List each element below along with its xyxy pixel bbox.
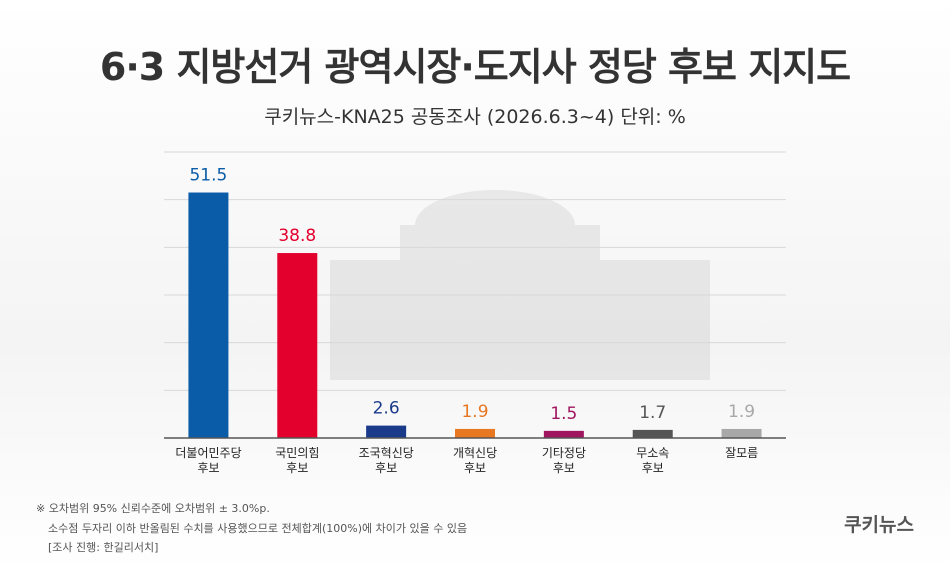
footnote: 소수점 두자리 이하 반올림된 수치를 사용했으므로 전체합계(100%)에 차… (48, 522, 468, 535)
footnote: [조사 진행: 한길리서치] (48, 541, 159, 554)
bar (366, 425, 407, 438)
x-tick-label: 국민의힘 후보 (275, 446, 320, 475)
bar (543, 430, 584, 438)
x-tick-label: 무소속 후보 (636, 446, 670, 475)
bar (277, 253, 318, 438)
logo: 쿠키뉴스 (844, 514, 914, 536)
value-label: 2.6 (373, 399, 400, 419)
footnote: ※ 오차범위 95% 신뢰수준에 오차범위 ± 3.0%p. (36, 502, 270, 515)
chart-subtitle: 쿠키뉴스-KNA25 공동조사 (2026.6.3~4) 단위: % (264, 106, 686, 128)
value-label: 51.5 (189, 166, 227, 186)
x-tick-label: 잘모름 (725, 446, 759, 460)
x-tick-label: 기타정당 후보 (541, 446, 586, 475)
value-label: 38.8 (278, 226, 316, 246)
bar (721, 428, 762, 438)
building (330, 190, 710, 380)
bar (188, 192, 229, 438)
x-tick-label: 더불어민주당 후보 (175, 446, 242, 475)
value-label: 1.9 (461, 402, 488, 422)
value-label: 1.9 (728, 402, 755, 422)
x-tick-label: 조국혁신당 후보 (358, 446, 414, 475)
bar (455, 428, 495, 438)
chart-title: 6·3 지방선거 광역시장·도지사 정당 후보 지지도 (99, 45, 851, 89)
x-tick-label: 개혁신당 후보 (452, 446, 498, 475)
value-label: 1.7 (639, 403, 666, 423)
value-label: 1.5 (550, 404, 577, 424)
bar (632, 429, 673, 438)
